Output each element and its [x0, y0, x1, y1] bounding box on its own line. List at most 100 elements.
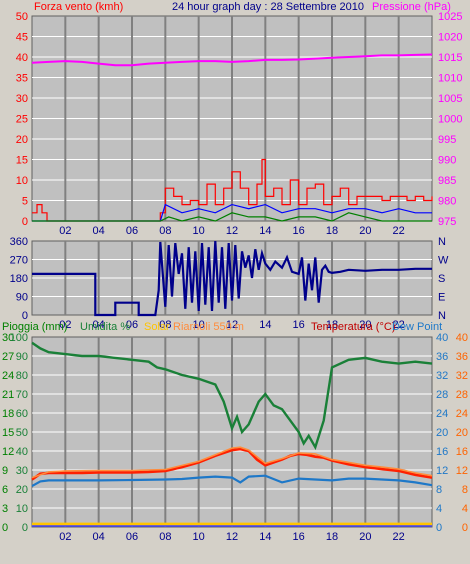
- temperature-tick-label: 36: [456, 351, 468, 363]
- legend-solar: Solar: [144, 321, 170, 333]
- dew-point-tick-label: 36: [436, 351, 448, 363]
- direction-tick-label: 360: [10, 236, 28, 248]
- rain-tick-label: 30: [2, 332, 14, 344]
- wind-speed-tick-label: 10: [16, 175, 28, 187]
- hour-tick-label: 22: [393, 531, 405, 543]
- wind-pressure-grid: [32, 16, 432, 221]
- temperature-tick-label: 12: [456, 465, 468, 477]
- wind-pressure-series: [31, 53, 433, 222]
- hour-tick-label: 12: [226, 225, 238, 237]
- humidity-tick-label: 30: [16, 465, 28, 477]
- humidity-tick-label: 40: [16, 446, 28, 458]
- temperature-tick-label: 0: [462, 522, 468, 534]
- temperature-tick-label: 32: [456, 370, 468, 382]
- humidity-tick-label: 0: [22, 522, 28, 534]
- dew-point-tick-label: 20: [436, 427, 448, 439]
- wind-speed-tick-label: 40: [16, 52, 28, 64]
- dew-point-tick-label: 8: [436, 484, 442, 496]
- rain-tick-label: 6: [2, 484, 8, 496]
- humidity-temperature-grid: [32, 337, 432, 527]
- temperature-tick-label: 24: [456, 408, 468, 420]
- hour-tick-label: 14: [259, 225, 271, 237]
- direction-tick-label: 180: [10, 273, 28, 285]
- dew-point-line: [31, 474, 433, 488]
- dew-point-tick-label: 24: [436, 408, 448, 420]
- hour-tick-label: 16: [293, 319, 305, 331]
- rain-tick-label: 12: [2, 446, 14, 458]
- hour-tick-label: 02: [59, 225, 71, 237]
- wind-gust-line: [32, 158, 433, 222]
- compass-tick-label: E: [438, 292, 445, 304]
- wind-direction-grid: [32, 241, 432, 315]
- hour-tick-label: 06: [126, 225, 138, 237]
- rain-tick-label: 15: [2, 427, 14, 439]
- humidity-tick-label: 90: [16, 351, 28, 363]
- humidity-tick-label: 70: [16, 389, 28, 401]
- pressure-tick-label: 995: [438, 134, 456, 146]
- wind-speed-tick-label: 45: [16, 32, 28, 44]
- hour-tick-label: 14: [259, 319, 271, 331]
- dew-point-tick-label: 16: [436, 446, 448, 458]
- temperature-tick-label: 20: [456, 427, 468, 439]
- humidity-temperature-series: [31, 341, 433, 527]
- wind-speed-tick-label: 0: [22, 216, 28, 228]
- humidity-tick-label: 20: [16, 484, 28, 496]
- legend-rain: Pioggia (mm): [2, 321, 67, 333]
- hour-tick-label: 06: [126, 319, 138, 331]
- hour-tick-label: 10: [193, 319, 205, 331]
- pressure-tick-label: 1020: [438, 32, 462, 44]
- hour-tick-label: 04: [93, 225, 105, 237]
- humidity-tick-label: 50: [16, 427, 28, 439]
- hour-tick-label: 02: [59, 319, 71, 331]
- dew-point-tick-label: 40: [436, 332, 448, 344]
- hour-tick-label: 20: [359, 225, 371, 237]
- hour-tick-label: 10: [193, 531, 205, 543]
- pressure-tick-label: 975: [438, 216, 456, 228]
- hour-tick-label: 08: [159, 531, 171, 543]
- temperature-line: [31, 447, 433, 481]
- wind-speed-tick-label: 15: [16, 155, 28, 167]
- hour-tick-label: 06: [126, 531, 138, 543]
- pressure-tick-label: 1010: [438, 73, 462, 85]
- pressure-tick-label: 1015: [438, 52, 462, 64]
- hour-tick-label: 04: [93, 531, 105, 543]
- temperature-tick-label: 4: [462, 503, 468, 515]
- legend-humidity: Umidita %: [80, 321, 130, 333]
- dew-point-tick-label: 4: [436, 503, 442, 515]
- wind-direction-series: [32, 240, 432, 317]
- compass-tick-label: N: [438, 310, 446, 322]
- humidity-tick-label: 60: [16, 408, 28, 420]
- hour-tick-label: 14: [259, 531, 271, 543]
- rain-tick-label: 27: [2, 351, 14, 363]
- rain-tick-label: 21: [2, 389, 14, 401]
- temperature-tick-label: 28: [456, 389, 468, 401]
- hour-tick-label: 12: [226, 319, 238, 331]
- graph-title: 24 hour graph day : 28 Settembre 2010: [172, 1, 364, 13]
- dew-point-tick-label: 28: [436, 389, 448, 401]
- hour-tick-label: 22: [393, 319, 405, 331]
- hour-tick-label: 08: [159, 319, 171, 331]
- hour-tick-label: 18: [326, 319, 338, 331]
- direction-tick-label: 270: [10, 255, 28, 267]
- wind-speed-tick-label: 35: [16, 73, 28, 85]
- legend-temperature: Temperatura (°C): [311, 321, 395, 333]
- hour-tick-label: 20: [359, 531, 371, 543]
- temperature-tick-label: 8: [462, 484, 468, 496]
- hour-tick-label: 02: [59, 531, 71, 543]
- pressure-tick-label: 990: [438, 155, 456, 167]
- wind-speed-axis-title: Forza vento (kmh): [34, 1, 123, 13]
- humidity-tick-label: 80: [16, 370, 28, 382]
- pressure-tick-label: 1025: [438, 11, 462, 23]
- wind-speed-tick-label: 50: [16, 11, 28, 23]
- wind-direction-line: [32, 240, 432, 317]
- hour-tick-label: 22: [393, 225, 405, 237]
- compass-tick-label: N: [438, 236, 446, 248]
- wind-average-line: [32, 203, 432, 222]
- legend-station: Riarnoli 550 m: [173, 321, 244, 333]
- hour-tick-label: 10: [193, 225, 205, 237]
- pressure-tick-label: 985: [438, 175, 456, 187]
